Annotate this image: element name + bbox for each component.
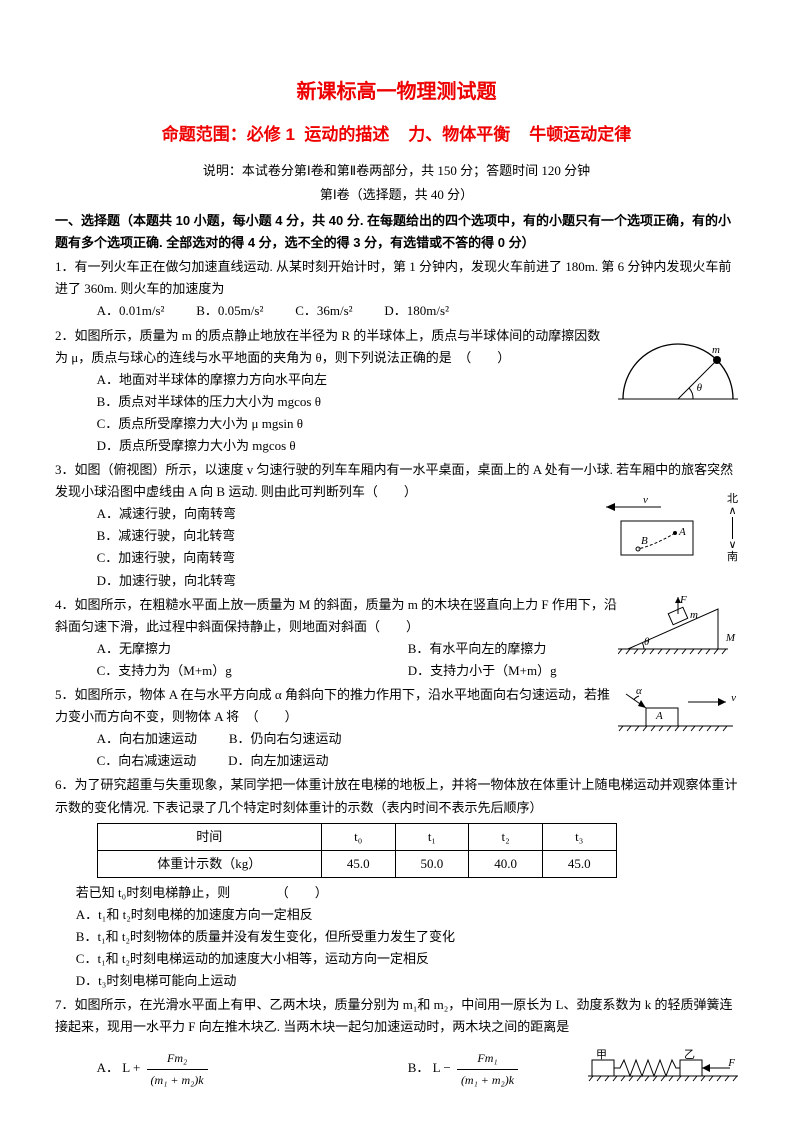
question-text: 2．如图所示，质量为 m 的质点静止地放在半径为 R 的半球体上，质点与半球体间…	[55, 325, 738, 369]
option-a: A．0.01m/s²	[97, 300, 165, 322]
option-d: D．加速行驶，向北转弯	[97, 570, 738, 592]
cell: 40.0	[469, 850, 543, 877]
question-6: 6．为了研究超重与失重现象，某同学把一体重计放在电梯的地板上，并将一物体放在体重…	[55, 774, 738, 992]
col-header: t₃	[542, 823, 616, 850]
option-b: B．减速行驶，向北转弯	[97, 525, 738, 547]
instruction-line-1: 说明：本试卷分第Ⅰ卷和第Ⅱ卷两部分，共 150 分；答题时间 120 分钟	[55, 160, 738, 182]
section-heading: 一、选择题（本题共 10 小题，每小题 4 分，共 40 分. 在每题给出的四个…	[55, 210, 738, 254]
cell: 45.0	[542, 850, 616, 877]
option-b: B．t₁和 t₂时刻物体的质量并没有发生变化，但所受重力发生了变化	[76, 926, 738, 948]
question-text: 4．如图所示，在粗糙水平面上放一质量为 M 的斜面，质量为 m 的木块在竖直向上…	[55, 594, 738, 638]
frac-num: Fm₂	[147, 1048, 208, 1069]
option-c: C．36m/s²	[295, 300, 352, 322]
question-text: 6．为了研究超重与失重现象，某同学把一体重计放在电梯的地板上，并将一物体放在体重…	[55, 774, 738, 818]
frac-den: (m₁ + m₂)k	[457, 1070, 518, 1090]
option-b: B．仍向右匀速运动	[229, 728, 342, 750]
option-d: D．支持力小于（M+m）g	[408, 660, 716, 682]
cell: 45.0	[321, 850, 395, 877]
option-c: C．质点所受摩擦力大小为 μ mgsin θ	[97, 413, 738, 435]
frac-num: Fm₁	[457, 1048, 518, 1069]
option-b: B． L − Fm₁(m₁ + m₂)k	[408, 1048, 716, 1090]
question-7: 甲 乙 F 7．如图所示，在光滑水平面上有甲、乙两木块，质量分别为 m₁和 m₂…	[55, 994, 738, 1090]
option-c: C．支持力为（M+m）g	[97, 660, 405, 682]
question-text: 7．如图所示，在光滑水平面上有甲、乙两木块，质量分别为 m₁和 m₂，中间用一原…	[55, 994, 738, 1038]
col-header: 时间	[97, 823, 321, 850]
option-a: A．地面对半球体的摩擦力方向水平向左	[97, 369, 738, 391]
option-d: D．180m/s²	[384, 300, 449, 322]
frac-den: (m₁ + m₂)k	[147, 1070, 208, 1090]
weight-table: 时间 t₀ t₁ t₂ t₃ 体重计示数（kg） 45.0 50.0 40.0 …	[97, 823, 617, 878]
option-a: A．无摩擦力	[97, 638, 405, 660]
question-text: 5．如图所示，物体 A 在与水平方向成 α 角斜向下的推力作用下，沿水平地面向右…	[55, 684, 738, 728]
question-1: 1．有一列火车正在做匀加速直线运动. 从某时刻开始计时，第 1 分钟内，发现火车…	[55, 256, 738, 322]
option-a: A．向右加速运动	[97, 728, 197, 750]
option-a: A．减速行驶，向南转弯	[97, 503, 738, 525]
question-3: v A B 北 ∧ ∨ 南 3．如图（俯视图）所示，以速度 v 匀速行驶的列车车…	[55, 459, 738, 592]
question-4: F m M θ 4．如图所示，在粗糙水平面上放一质量为 M 的斜面，质量为 m …	[55, 594, 738, 682]
option-a: A．t₁和 t₂时刻电梯的加速度方向一定相反	[76, 904, 738, 926]
col-header: t₂	[469, 823, 543, 850]
question-after: 若已知 t₀时刻电梯静止，则 （ ）	[76, 882, 738, 904]
question-2: m θ 2．如图所示，质量为 m 的质点静止地放在半径为 R 的半球体上，质点与…	[55, 325, 738, 458]
option-b: B．质点对半球体的压力大小为 mgcos θ	[97, 391, 738, 413]
option-c: C．向右减速运动	[97, 750, 197, 772]
option-b: B．0.05m/s²	[196, 300, 263, 322]
option-d: D．向左加速运动	[228, 750, 328, 772]
cell: 50.0	[395, 850, 469, 877]
col-header: t₁	[395, 823, 469, 850]
option-a: A． L + Fm₂(m₁ + m₂)k	[97, 1048, 405, 1090]
table-row: 体重计示数（kg） 45.0 50.0 40.0 45.0	[97, 850, 616, 877]
table-row: 时间 t₀ t₁ t₂ t₃	[97, 823, 616, 850]
option-b-prefix: B． L −	[408, 1060, 454, 1075]
question-5: α A v 5．如图所示，物体 A 在与水平方向成 α 角斜向下的推力作用下，沿…	[55, 684, 738, 772]
option-c: C．t₁和 t₂时刻电梯运动的加速度大小相等，运动方向一定相反	[76, 948, 738, 970]
page-title: 新课标高一物理测试题	[55, 75, 738, 109]
question-text: 1．有一列火车正在做匀加速直线运动. 从某时刻开始计时，第 1 分钟内，发现火车…	[55, 256, 738, 300]
row-label: 体重计示数（kg）	[97, 850, 321, 877]
option-a-prefix: A． L +	[97, 1060, 144, 1075]
option-d: D．t₃时刻电梯可能向上运动	[76, 970, 738, 992]
option-b: B．有水平向左的摩擦力	[408, 638, 716, 660]
col-header: t₀	[321, 823, 395, 850]
option-c: C．加速行驶，向南转弯	[97, 547, 738, 569]
instruction-line-2: 第Ⅰ卷（选择题，共 40 分）	[55, 184, 738, 206]
option-d: D．质点所受摩擦力大小为 mgcos θ	[97, 435, 738, 457]
page-subtitle: 命题范围：必修 1 运动的描述 力、物体平衡 牛顿运动定律	[55, 121, 738, 150]
question-text: 3．如图（俯视图）所示，以速度 v 匀速行驶的列车车厢内有一水平桌面，桌面上的 …	[55, 459, 738, 503]
